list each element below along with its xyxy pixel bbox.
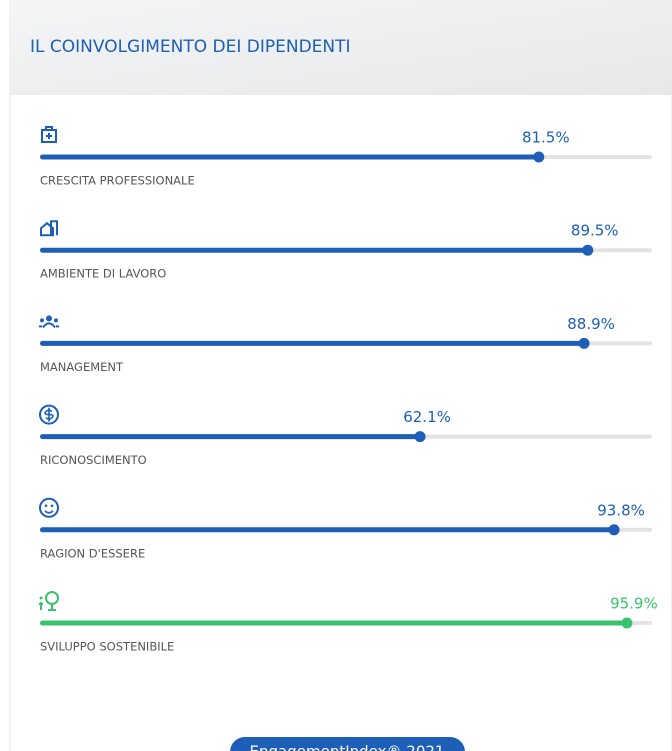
icon — [40, 220, 58, 237]
icon — [54, 318, 58, 323]
header-bg — [10, 0, 672, 95]
bar-knob — [578, 337, 590, 349]
icon — [39, 497, 59, 518]
bar — [40, 340, 585, 346]
footer-pill — [230, 737, 465, 751]
icon — [50, 504, 54, 508]
value-label: 95.9% — [610, 595, 658, 613]
bar-knob — [414, 431, 426, 443]
icon — [39, 596, 43, 600]
icon — [44, 504, 48, 508]
value-label: 88.9% — [567, 315, 615, 333]
title: IL COINVOLGIMENTO DEI DIPENDENTI — [30, 37, 351, 57]
bar — [40, 527, 615, 533]
icon — [39, 322, 59, 329]
icon — [44, 510, 54, 514]
bar-knob — [608, 524, 620, 536]
value-label: 93.8% — [597, 501, 645, 519]
value-label: 81.5% — [522, 129, 570, 147]
item-label: CRESCITA PROFESSIONALE — [40, 174, 195, 188]
bar — [40, 247, 588, 253]
card-bg — [9, 0, 672, 751]
icon — [39, 404, 59, 425]
icon — [39, 602, 56, 611]
bar-knob — [621, 617, 633, 629]
bar-knob — [533, 151, 545, 163]
bar — [40, 434, 421, 440]
item-label: RICONOSCIMENTO — [40, 453, 147, 467]
icon — [41, 129, 57, 143]
value-label: 62.1% — [403, 408, 451, 426]
footer: EngagementIndex® 2021 — [250, 743, 445, 751]
value-label: 89.5% — [571, 222, 619, 240]
item-label: AMBIENTE DI LAVORO — [40, 267, 166, 281]
bar — [40, 154, 539, 160]
bar — [40, 620, 627, 626]
icon — [46, 315, 52, 322]
bar-knob — [582, 244, 594, 256]
item-label: SVILUPPO SOSTENIBILE — [40, 640, 174, 654]
icon — [45, 126, 53, 139]
item-label: RAGION D'ESSERE — [40, 546, 145, 560]
icon — [44, 407, 54, 422]
icon — [40, 318, 44, 323]
item-label: MANAGEMENT — [40, 360, 124, 374]
